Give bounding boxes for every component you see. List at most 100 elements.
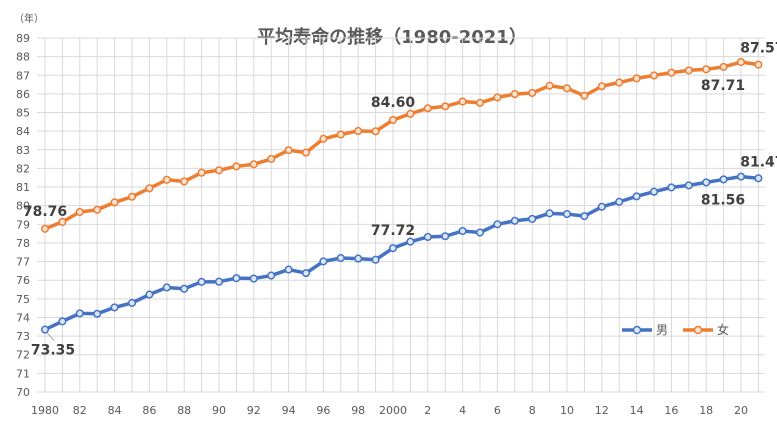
data-label: 81.56 [701,193,745,209]
legend-marker-male [632,325,642,335]
y-tick-label: 72 [16,349,30,362]
data-point [40,224,50,233]
data-point [684,66,693,75]
x-tick-label: 12 [595,404,609,417]
y-tick-label: 73 [16,330,30,343]
data-point [597,202,606,211]
data-labels: 73.35 77.72 81.56 81.47 78.76 84.60 87.71 87.57 [23,41,777,359]
data-point [284,146,293,155]
data-point [180,284,189,293]
x-tick-label: 96 [316,404,330,417]
data-point [754,174,763,183]
data-point [284,265,293,274]
legend-label-male: 男 [656,323,668,337]
x-tick-label: 86 [142,404,156,417]
x-tick-label: 14 [630,404,644,417]
data-point [110,303,119,312]
data-label: 73.35 [31,343,75,359]
data-point [354,126,363,136]
data-point [702,178,711,187]
legend-marker-female [693,325,703,335]
data-label: 87.57 [740,41,777,57]
data-label: 78.76 [23,204,67,220]
y-tick-label: 70 [16,386,30,399]
x-tick-label: 8 [529,404,536,417]
x-tick-label: 16 [664,404,678,417]
data-point [145,184,154,193]
legend-label-female: 女 [717,322,729,337]
data-point [232,274,241,283]
data-point [423,232,432,242]
data-point [75,207,84,217]
data-point [493,220,502,229]
data-point [58,217,67,226]
data-point [580,91,589,100]
y-tick-label: 85 [16,107,30,120]
data-point [580,212,589,221]
data-label: 77.72 [371,223,415,239]
x-tick-label: 94 [282,404,296,417]
x-tick-label: 6 [494,404,501,417]
data-point [249,274,258,283]
data-point [545,209,554,218]
y-tick-label: 89 [16,32,30,45]
data-point [180,177,189,186]
x-tick-label: 2 [424,404,431,417]
data-point [493,93,502,102]
data-point [93,309,102,318]
y-axis-unit: （年） [14,12,44,25]
label-leader-line [46,332,55,341]
data-point [371,127,380,136]
data-point [475,228,485,237]
data-point [249,160,258,169]
data-point [319,257,328,266]
data-point [354,254,363,263]
data-point [58,317,67,326]
data-point [649,187,659,196]
data-point [684,181,693,190]
data-point [406,109,415,118]
data-point [615,78,624,87]
y-tick-label: 77 [16,256,30,269]
data-point [632,74,641,83]
data-point [475,98,485,107]
y-axis-ticks: 70 71 72 73 74 75 76 77 78 79 80 81 82 83 84 85 86 87 88 89 [16,32,30,399]
data-point [214,166,224,175]
x-tick-label: 1980 [31,404,59,417]
y-tick-label: 83 [16,144,30,157]
data-point [528,214,537,223]
data-point [336,130,345,139]
data-point [127,192,137,201]
y-tick-label: 86 [16,88,30,101]
data-point [406,237,415,246]
data-point [93,205,102,214]
data-point [319,134,328,143]
data-point [649,71,659,80]
data-point [162,175,171,184]
x-tick-label: 90 [212,404,226,417]
data-point [162,283,171,292]
x-axis-ticks: 1980 82 84 86 88 90 92 94 96 98 2000 2 4 6 8 10 12 14 16 18… [31,404,748,417]
data-label: 84.60 [371,95,416,111]
data-point [267,271,276,280]
data-point [754,60,763,69]
data-label: 87.71 [701,78,745,94]
data-point [371,255,380,264]
y-tick-label: 82 [16,162,30,175]
y-tick-label: 71 [16,367,30,380]
data-point [441,232,450,241]
y-tick-label: 75 [16,293,30,306]
data-point [75,309,84,318]
legend-item-female: 女 [683,322,729,337]
data-point [458,226,467,236]
y-tick-label: 79 [16,218,30,231]
data-point [197,277,206,286]
legend-item-male: 男 [622,323,668,337]
legend: 男 女 [622,322,729,337]
data-point [528,88,537,98]
data-point [301,269,311,278]
data-point [214,277,224,286]
data-point [510,216,519,225]
